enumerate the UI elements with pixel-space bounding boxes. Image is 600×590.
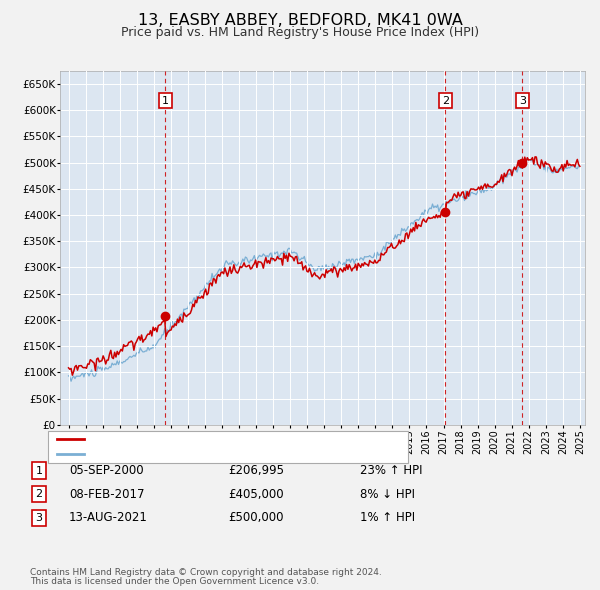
Text: £500,000: £500,000	[228, 511, 284, 525]
Text: 05-SEP-2000: 05-SEP-2000	[69, 464, 143, 477]
Text: Price paid vs. HM Land Registry's House Price Index (HPI): Price paid vs. HM Land Registry's House …	[121, 26, 479, 39]
Text: 13, EASBY ABBEY, BEDFORD, MK41 0WA: 13, EASBY ABBEY, BEDFORD, MK41 0WA	[137, 13, 463, 28]
Text: 1% ↑ HPI: 1% ↑ HPI	[360, 511, 415, 525]
Text: 23% ↑ HPI: 23% ↑ HPI	[360, 464, 422, 477]
Text: HPI: Average price, detached house, Bedford: HPI: Average price, detached house, Bedf…	[89, 449, 323, 459]
Text: £405,000: £405,000	[228, 487, 284, 501]
Text: 3: 3	[519, 96, 526, 106]
Text: 08-FEB-2017: 08-FEB-2017	[69, 487, 145, 501]
Text: 13-AUG-2021: 13-AUG-2021	[69, 511, 148, 525]
Text: 3: 3	[35, 513, 43, 523]
Text: 2: 2	[35, 489, 43, 499]
Text: 2: 2	[442, 96, 449, 106]
Text: Contains HM Land Registry data © Crown copyright and database right 2024.: Contains HM Land Registry data © Crown c…	[30, 568, 382, 577]
Text: 1: 1	[162, 96, 169, 106]
Text: 8% ↓ HPI: 8% ↓ HPI	[360, 487, 415, 501]
Text: 1: 1	[35, 466, 43, 476]
Text: 13, EASBY ABBEY, BEDFORD, MK41 0WA (detached house): 13, EASBY ABBEY, BEDFORD, MK41 0WA (deta…	[89, 434, 394, 444]
Text: This data is licensed under the Open Government Licence v3.0.: This data is licensed under the Open Gov…	[30, 576, 319, 586]
Text: £206,995: £206,995	[228, 464, 284, 477]
